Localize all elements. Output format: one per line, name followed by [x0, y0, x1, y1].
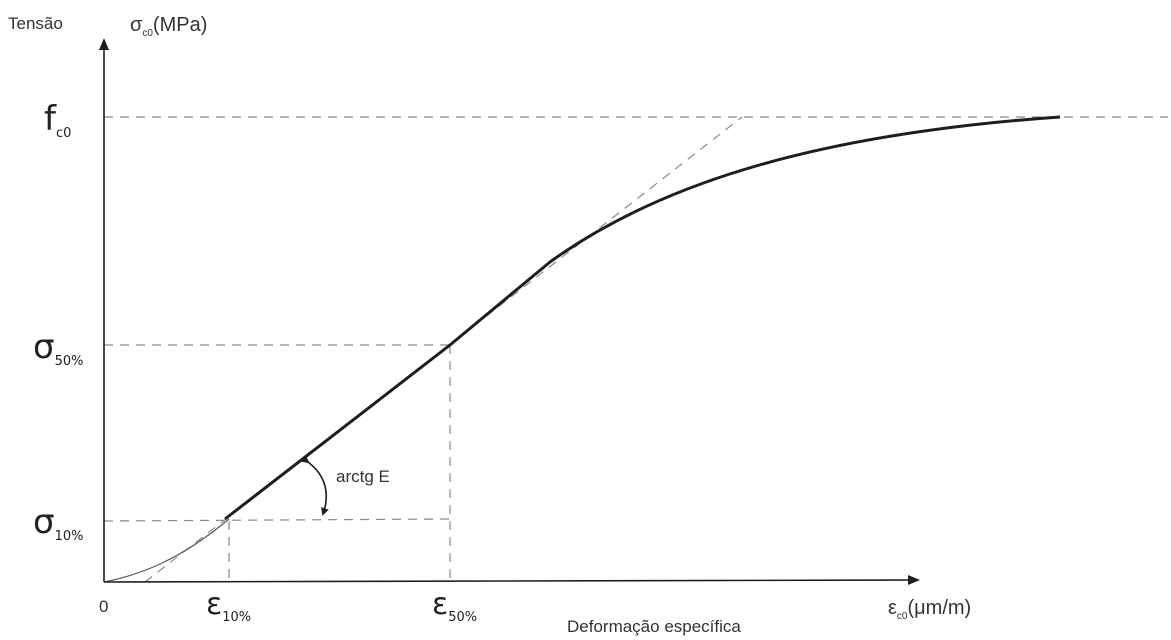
arctg-e-arrow — [300, 455, 329, 516]
sigma50-label: σ50% — [33, 327, 83, 369]
epsilon50-label: ε50% — [432, 587, 477, 625]
y-axis-unit: σc0(MPa) — [130, 14, 207, 39]
epsilon10-label: ε10% — [206, 587, 251, 625]
x-axis-title: Deformação específica — [567, 617, 741, 636]
fc0-label: fc0 — [44, 99, 71, 141]
y-axis-title: Tensão — [8, 14, 63, 33]
sigma10-reference-line — [103, 518, 451, 522]
sigma10-label: σ10% — [33, 502, 83, 544]
x-axis — [103, 575, 920, 586]
x-axis-unit: εc0(μm/m) — [888, 597, 971, 622]
tangent-modulus-line — [144, 116, 743, 583]
stress-strain-curve-initial — [103, 518, 230, 583]
stress-strain-curve — [224, 115, 1061, 521]
origin-label: 0 — [99, 597, 108, 616]
arctg-e-label: arctg E — [336, 467, 390, 486]
